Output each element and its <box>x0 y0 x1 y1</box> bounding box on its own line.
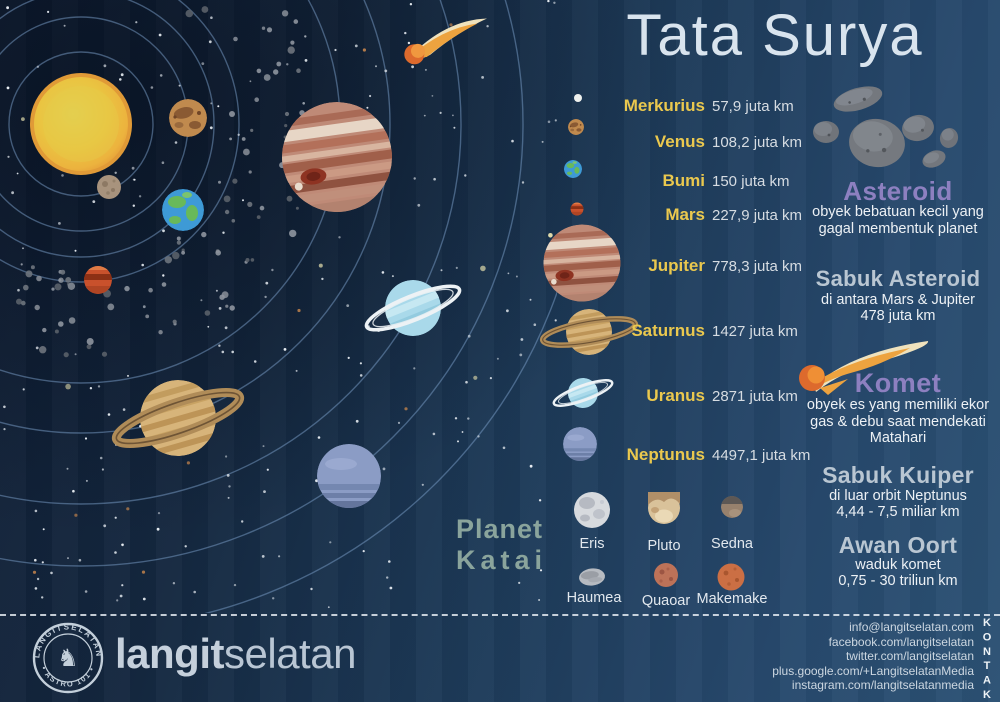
sun-icon <box>30 73 132 175</box>
pluto-icon <box>648 492 680 524</box>
bumi-illustration <box>162 189 204 231</box>
haumea-icon <box>579 568 605 586</box>
planet-katai-heading-line2: Katai <box>456 545 548 575</box>
contact-twitter-link[interactable]: twitter.com/langitselatan <box>845 649 974 664</box>
centaur-glyph: ♞ <box>57 645 79 672</box>
quaoar-icon <box>654 563 678 587</box>
contact-list: info@langitselatan.com facebook.com/lang… <box>772 620 974 693</box>
planet-distance: 2871 juta km <box>712 388 798 405</box>
asteroid-rocks-icon <box>813 86 959 168</box>
merkurius-illustration <box>97 175 121 199</box>
sabuk-kuiper-heading: Sabuk Kuiper <box>822 462 974 488</box>
dwarf-label-eris: Eris <box>579 536 605 552</box>
dwarf-label-sedna: Sedna <box>711 536 753 552</box>
page-title: Tata Surya <box>626 3 924 68</box>
awan-oort-line1: waduk komet <box>855 557 941 573</box>
dwarf-label-makemake: Makemake <box>696 591 768 607</box>
planet-name: Jupiter <box>648 256 705 275</box>
planet-name: Uranus <box>646 386 705 405</box>
dashed-separator <box>0 614 1000 616</box>
contact-instagram-link[interactable]: instagram.com/langitselatanmedia <box>791 678 974 693</box>
uranus-icon <box>552 373 614 413</box>
planet-distance: 150 juta km <box>712 173 790 190</box>
planet-name: Neptunus <box>626 445 705 464</box>
jupiter-illustration <box>274 94 400 220</box>
planet-row-merkurius: Merkurius 57,9 juta km <box>560 96 794 116</box>
planet-row-jupiter: Jupiter 778,3 juta km <box>560 256 802 276</box>
sabuk-asteroid-heading: Sabuk Asteroid <box>815 266 981 291</box>
planet-scale-icons <box>539 94 639 461</box>
sabuk-asteroid-line2: 478 juta km <box>860 308 936 324</box>
comet-icon <box>404 18 487 65</box>
planet-distance: 4497,1 juta km <box>712 447 811 464</box>
dwarf-label-quaoar: Quaoar <box>641 593 691 609</box>
planet-row-bumi: Bumi 150 juta km <box>560 171 790 191</box>
saturnus-illustration <box>111 370 245 466</box>
planet-row-saturnus: Saturnus 1427 juta km <box>560 321 798 341</box>
planet-name: Saturnus <box>631 321 705 340</box>
contact-facebook-link[interactable]: facebook.com/langitselatan <box>828 634 974 649</box>
uranus-illustration <box>364 271 462 345</box>
planet-distance: 108,2 juta km <box>712 134 803 151</box>
planet-name: Bumi <box>662 171 706 190</box>
venus-illustration <box>169 99 207 137</box>
asteroid-description: obyek bebatuan kecil yang gagal membentu… <box>812 204 984 237</box>
planet-row-mars: Mars 227,9 juta km <box>560 205 802 225</box>
planet-name: Merkurius <box>623 96 705 115</box>
contact-email-link[interactable]: info@langitselatan.com <box>849 620 974 634</box>
sabuk-asteroid-line1: di antara Mars & Jupiter <box>821 292 975 308</box>
planet-name: Mars <box>665 205 705 224</box>
planet-row-venus: Venus 108,2 juta km <box>560 132 802 152</box>
eris-icon <box>574 492 610 528</box>
komet-icon <box>799 341 929 395</box>
saturnus-icon <box>539 305 639 359</box>
brand-light: selatan <box>224 630 356 677</box>
langitselatan-stamp-logo: LANGITSELATAN • ASTRO 101 • ♞ <box>32 622 104 694</box>
makemake-icon <box>717 563 745 591</box>
dwarf-label-haumea: Haumea <box>566 590 622 606</box>
planet-name: Venus <box>654 132 705 151</box>
komet-heading: Komet <box>854 368 942 398</box>
brand-wordmark: langitselatan <box>115 630 356 678</box>
asteroid-belt-dots <box>16 6 316 358</box>
starfield <box>3 0 557 609</box>
awan-oort-heading: Awan Oort <box>838 532 958 558</box>
planet-distance: 1427 juta km <box>712 323 798 340</box>
contact-googleplus-link[interactable]: plus.google.com/+LangitselatanMedia <box>772 663 974 678</box>
komet-description: obyek es yang memiliki ekor gas & debu s… <box>806 397 990 446</box>
awan-oort-line2: 0,75 - 30 triliun km <box>838 573 958 589</box>
dwarf-planet-icons <box>574 492 745 591</box>
planet-row-neptunus: Neptunus 4497,1 juta km <box>560 445 811 465</box>
planet-katai-heading-line1: Planet <box>456 514 544 544</box>
neptunus-illustration <box>317 444 381 508</box>
kontak-label: KONTAK <box>981 617 993 702</box>
sedna-icon <box>721 496 743 518</box>
sabuk-kuiper-line1: di luar orbit Neptunus <box>829 488 967 504</box>
planet-row-uranus: Uranus 2871 juta km <box>560 386 798 406</box>
planet-distance: 57,9 juta km <box>712 98 794 115</box>
merkurius-icon <box>574 94 582 102</box>
planet-distance: 227,9 juta km <box>712 207 803 224</box>
brand-bold: langit <box>115 630 225 677</box>
planet-distance: 778,3 juta km <box>712 258 803 275</box>
dwarf-label-pluto: Pluto <box>647 538 681 554</box>
asteroid-heading: Asteroid <box>843 176 953 206</box>
sabuk-kuiper-line2: 4,44 - 7,5 miliar km <box>836 504 960 520</box>
